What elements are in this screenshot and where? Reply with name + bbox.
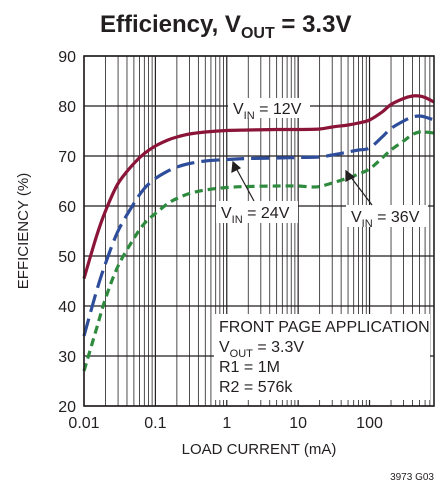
series-label-12v-suffix: = 12V: [255, 101, 302, 118]
plot-frame: [83, 55, 435, 407]
chart-title-prefix: Efficiency, V: [100, 11, 241, 38]
x-tick-label: 1: [222, 415, 231, 432]
label-arrows: [231, 160, 373, 206]
figure-code: 3973 G03: [390, 472, 434, 483]
arrow-36v-head: [345, 169, 356, 182]
series-line-1: [82, 114, 435, 337]
annotation-vout-suffix: = 3.3V: [253, 339, 304, 356]
series-label-36v-prefix: V: [351, 209, 362, 226]
series-line-2: [82, 130, 435, 372]
annotation-line-4: R2 = 576k: [219, 379, 293, 396]
y-tick-label: 30: [58, 349, 76, 366]
series-label-36v-suffix: = 36V: [373, 209, 420, 226]
series-label-36v-subscript: IN: [362, 218, 373, 230]
series-label-12v-subscript: IN: [244, 110, 255, 122]
tick-labels: 0.01 0.1 1 10 100 20 30 40 50 60 70 80 90: [58, 49, 383, 432]
x-axis-label: LOAD CURRENT (mA): [182, 441, 337, 458]
y-tick-label: 80: [58, 99, 76, 116]
application-annotation: FRONT PAGE APPLICATION VOUT = 3.3V R1 = …: [214, 314, 430, 400]
series-label-24v-prefix: V: [221, 205, 232, 222]
series-layer: [82, 94, 435, 372]
series-label-24v-subscript: IN: [232, 214, 243, 226]
chart-title-suffix: = 3.3V: [275, 11, 352, 38]
y-tick-label: 60: [58, 199, 76, 216]
chart-title-subscript: OUT: [241, 25, 275, 42]
series-line-0: [82, 94, 435, 279]
annotation-line-3: R1 = 1M: [219, 359, 280, 376]
x-tick-label: 100: [356, 415, 383, 432]
svg-text:VIN = 24V: VIN = 24V: [221, 205, 290, 226]
y-axis-label: EFFICIENCY (%): [15, 173, 32, 289]
annotation-vout-prefix: V: [219, 339, 230, 356]
x-tick-label: 0.1: [144, 415, 166, 432]
y-tick-label: 90: [58, 49, 76, 66]
y-tick-label: 50: [58, 249, 76, 266]
arrow-24v-line: [235, 167, 255, 202]
series-label-12v-prefix: V: [233, 101, 244, 118]
series-label-24v: VIN = 24V: [216, 201, 298, 226]
series-label-24v-suffix: = 24V: [243, 205, 290, 222]
annotation-vout-subscript: OUT: [230, 348, 254, 360]
x-tick-label: 10: [289, 415, 307, 432]
y-tick-label: 20: [58, 399, 76, 416]
arrow-24v-head: [231, 160, 242, 174]
x-tick-label: 0.01: [68, 415, 99, 432]
svg-text:VIN = 36V: VIN = 36V: [351, 209, 420, 230]
svg-text:VIN = 12V: VIN = 12V: [233, 101, 302, 122]
y-tick-label: 70: [58, 149, 76, 166]
series-label-36v: VIN = 36V: [346, 205, 428, 230]
arrow-36v-line: [349, 175, 373, 206]
chart-title: Efficiency, VOUT = 3.3V: [100, 11, 351, 42]
series-label-12v: VIN = 12V: [228, 98, 310, 122]
y-tick-label: 40: [58, 299, 76, 316]
annotation-line-1: FRONT PAGE APPLICATION: [219, 319, 430, 336]
annotation-line-2: VOUT = 3.3V: [219, 339, 304, 360]
